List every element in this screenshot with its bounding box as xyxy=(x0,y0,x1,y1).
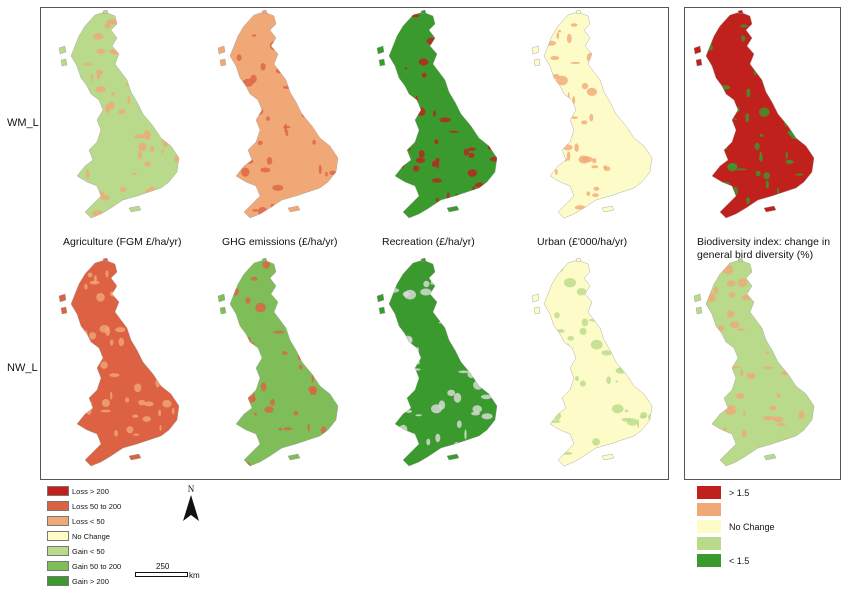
north-arrow: N xyxy=(181,484,201,524)
title-recreation: Recreation (£/ha/yr) xyxy=(382,236,475,248)
north-label: N xyxy=(187,484,195,494)
scale-value: 250 xyxy=(156,562,170,571)
north-arrow-icon xyxy=(183,495,199,521)
legend-item: Gain < 50 xyxy=(47,546,105,556)
legend-swatch xyxy=(47,561,69,571)
legend-item: Loss > 200 xyxy=(47,486,109,496)
bio-legend-swatch xyxy=(697,520,721,533)
legend-item: Gain 50 to 200 xyxy=(47,561,121,571)
legend-label: Gain 50 to 200 xyxy=(72,561,122,571)
bio-legend-swatch xyxy=(697,486,721,499)
scale-unit: km xyxy=(189,571,200,580)
map-nw_l-col2 xyxy=(216,257,346,468)
map-wm_l-col4 xyxy=(530,9,660,220)
title-biodiversity: Biodiversity index: change in general bi… xyxy=(697,236,831,261)
scale-bar: 250 km xyxy=(132,562,222,582)
map-nw_l-col4 xyxy=(530,257,660,468)
bio-legend-item: No Change xyxy=(697,520,775,533)
bio-legend-item xyxy=(697,503,721,516)
bio-legend-swatch xyxy=(697,503,721,516)
map-nw_l-col3 xyxy=(375,257,505,468)
title-ghg-emissions: GHG emissions (£/ha/yr) xyxy=(222,236,338,248)
legend-label: No Change xyxy=(72,531,110,541)
legend-swatch xyxy=(47,501,69,511)
map-nw_l-col1 xyxy=(57,257,187,468)
bio-legend-label: > 1.5 xyxy=(729,487,750,498)
legend-label: Gain > 200 xyxy=(72,576,109,586)
bio-legend-swatch xyxy=(697,554,721,567)
legend-item: Gain > 200 xyxy=(47,576,109,586)
map-wm_l-col3 xyxy=(375,9,505,220)
bio-legend-item xyxy=(697,537,721,550)
row-label-nw-l: NW_L xyxy=(7,362,38,374)
bio-legend-item: < 1.5 xyxy=(697,554,749,567)
legend-swatch xyxy=(47,486,69,496)
legend-item: Loss 50 to 200 xyxy=(47,501,121,511)
legend-label: Gain < 50 xyxy=(72,546,105,556)
legend-item: Loss < 50 xyxy=(47,516,105,526)
map-wm_l-col5 xyxy=(692,9,822,220)
legend-swatch xyxy=(47,516,69,526)
bio-legend-label: < 1.5 xyxy=(729,555,750,566)
legend-label: Loss 50 to 200 xyxy=(72,501,122,511)
title-urban: Urban (£'000/ha/yr) xyxy=(537,236,628,248)
bio-legend-label: No Change xyxy=(729,521,775,532)
map-wm_l-col2 xyxy=(216,9,346,220)
map-wm_l-col1 xyxy=(57,9,187,220)
legend-swatch xyxy=(47,546,69,556)
scale-bar-line xyxy=(135,572,188,577)
legend-swatch xyxy=(47,531,69,541)
legend-swatch xyxy=(47,576,69,586)
legend-label: Loss > 200 xyxy=(72,486,109,496)
map-nw_l-col5 xyxy=(692,257,822,468)
legend-item: No Change xyxy=(47,531,110,541)
bio-legend-item: > 1.5 xyxy=(697,486,749,499)
legend-label: Loss < 50 xyxy=(72,516,105,526)
title-agriculture: Agriculture (FGM £/ha/yr) xyxy=(63,236,182,248)
row-label-wm-l: WM_L xyxy=(7,117,39,129)
bio-legend-swatch xyxy=(697,537,721,550)
